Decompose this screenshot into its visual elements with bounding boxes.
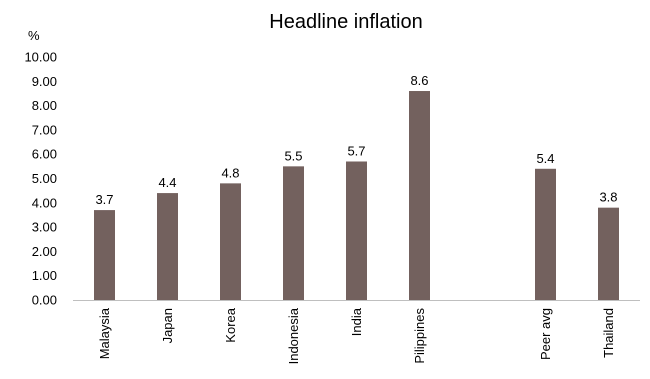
y-tick-label: 1.00 (32, 268, 57, 283)
y-tick-label: 2.00 (32, 244, 57, 259)
x-category-label: Indonesia (286, 307, 301, 364)
bars (94, 91, 619, 301)
data-labels: 3.7 4.4 4.8 5.5 5.7 8.6 5.4 3.8 (95, 73, 617, 207)
x-category-label: Japan (160, 308, 175, 343)
bar (409, 91, 430, 301)
bar-data-label: 5.5 (284, 148, 302, 163)
bar (157, 193, 178, 300)
bar (220, 183, 241, 300)
y-tick-label: 6.00 (32, 147, 57, 162)
bar-data-label: 3.7 (95, 192, 113, 207)
x-category-label: Peer avg (538, 308, 553, 360)
x-category-label: Korea (223, 307, 238, 342)
bar (598, 207, 619, 300)
y-tick-label: 10.00 (24, 50, 57, 65)
bar-data-label: 3.8 (599, 190, 617, 205)
y-tick-label: 7.00 (32, 122, 57, 137)
bar-data-label: 4.4 (158, 175, 176, 190)
y-axis-ticks: 0.00 1.00 2.00 3.00 4.00 5.00 6.00 7.00 8.00 9.00… (24, 50, 57, 308)
bar-data-label: 4.8 (221, 165, 239, 180)
chart-title: Headline inflation (269, 11, 422, 33)
bar (346, 161, 367, 300)
bar-data-label: 5.4 (536, 151, 554, 166)
bar (94, 210, 115, 300)
bar-data-label: 8.6 (410, 73, 428, 88)
y-tick-label: 0.00 (32, 293, 57, 308)
y-tick-label: 4.00 (32, 195, 57, 210)
x-category-label: Thailand (601, 308, 616, 358)
y-tick-label: 5.00 (32, 171, 57, 186)
x-category-label: India (349, 307, 364, 336)
x-axis-category-labels: Malaysia Japan Korea Indonesia India Pilippin… (97, 307, 616, 364)
y-tick-label: 9.00 (32, 74, 57, 89)
bar-data-label: 5.7 (347, 143, 365, 158)
bar (283, 166, 304, 300)
y-tick-label: 3.00 (32, 220, 57, 235)
y-tick-label: 8.00 (32, 98, 57, 113)
x-category-label: Pilippines (412, 308, 427, 364)
y-axis-unit-label: % (28, 28, 40, 43)
bar (535, 168, 556, 300)
x-category-label: Malaysia (97, 307, 112, 359)
